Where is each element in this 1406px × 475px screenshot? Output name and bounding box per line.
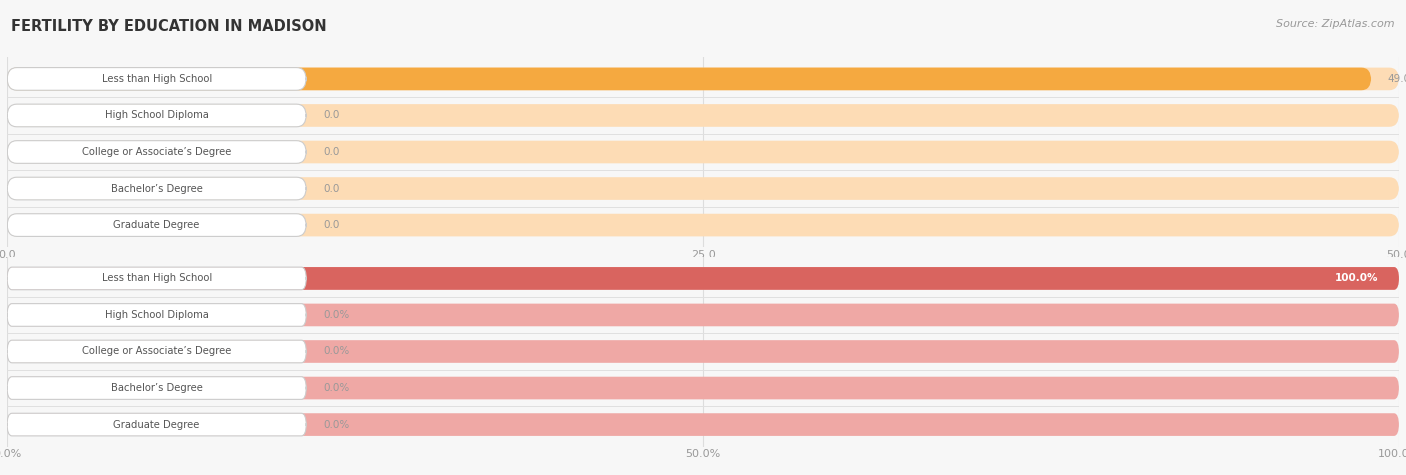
Text: 0.0%: 0.0% bbox=[323, 310, 349, 320]
Text: 100.0%: 100.0% bbox=[1334, 274, 1378, 284]
Text: High School Diploma: High School Diploma bbox=[104, 111, 208, 121]
FancyBboxPatch shape bbox=[7, 377, 1399, 399]
FancyBboxPatch shape bbox=[7, 340, 1399, 363]
FancyBboxPatch shape bbox=[7, 304, 307, 326]
FancyBboxPatch shape bbox=[7, 267, 1399, 290]
Text: 0.0%: 0.0% bbox=[323, 383, 349, 393]
FancyBboxPatch shape bbox=[7, 67, 1399, 90]
FancyBboxPatch shape bbox=[7, 104, 307, 127]
Text: 0.0: 0.0 bbox=[323, 220, 339, 230]
Text: Less than High School: Less than High School bbox=[101, 74, 212, 84]
FancyBboxPatch shape bbox=[7, 177, 1399, 200]
FancyBboxPatch shape bbox=[7, 413, 307, 436]
Text: Less than High School: Less than High School bbox=[101, 274, 212, 284]
Text: High School Diploma: High School Diploma bbox=[104, 310, 208, 320]
Text: College or Associate’s Degree: College or Associate’s Degree bbox=[82, 147, 232, 157]
Text: Graduate Degree: Graduate Degree bbox=[114, 220, 200, 230]
FancyBboxPatch shape bbox=[7, 67, 1371, 90]
Text: 0.0%: 0.0% bbox=[323, 419, 349, 429]
Text: Source: ZipAtlas.com: Source: ZipAtlas.com bbox=[1277, 19, 1395, 29]
FancyBboxPatch shape bbox=[7, 177, 307, 200]
FancyBboxPatch shape bbox=[7, 141, 307, 163]
FancyBboxPatch shape bbox=[7, 377, 307, 399]
FancyBboxPatch shape bbox=[7, 141, 1399, 163]
Text: 0.0: 0.0 bbox=[323, 147, 339, 157]
Text: Bachelor’s Degree: Bachelor’s Degree bbox=[111, 183, 202, 193]
FancyBboxPatch shape bbox=[7, 267, 1399, 290]
Text: College or Associate’s Degree: College or Associate’s Degree bbox=[82, 346, 232, 357]
Text: Graduate Degree: Graduate Degree bbox=[114, 419, 200, 429]
FancyBboxPatch shape bbox=[7, 214, 307, 237]
FancyBboxPatch shape bbox=[7, 267, 307, 290]
FancyBboxPatch shape bbox=[7, 104, 1399, 127]
Text: Bachelor’s Degree: Bachelor’s Degree bbox=[111, 383, 202, 393]
FancyBboxPatch shape bbox=[7, 340, 307, 363]
FancyBboxPatch shape bbox=[7, 304, 1399, 326]
Text: 0.0: 0.0 bbox=[323, 111, 339, 121]
FancyBboxPatch shape bbox=[7, 413, 1399, 436]
Text: 0.0%: 0.0% bbox=[323, 346, 349, 357]
Text: 0.0: 0.0 bbox=[323, 183, 339, 193]
Text: FERTILITY BY EDUCATION IN MADISON: FERTILITY BY EDUCATION IN MADISON bbox=[11, 19, 326, 34]
FancyBboxPatch shape bbox=[7, 67, 307, 90]
Text: 49.0: 49.0 bbox=[1388, 74, 1406, 84]
FancyBboxPatch shape bbox=[7, 214, 1399, 237]
